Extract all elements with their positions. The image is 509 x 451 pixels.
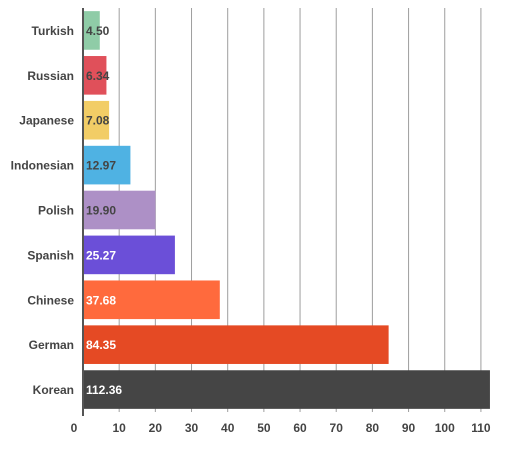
value-label: 25.27	[86, 248, 116, 262]
x-tick-label: 40	[221, 421, 235, 435]
value-label: 37.68	[86, 293, 116, 307]
bar-indonesian	[83, 145, 131, 185]
grid-lines	[118, 8, 482, 412]
category-label: Korean	[33, 383, 74, 397]
bar-turkish	[83, 11, 100, 50]
bar-spanish	[83, 235, 175, 275]
value-label: 112.36	[86, 383, 122, 397]
value-label: 19.90	[86, 204, 116, 218]
category-label: German	[29, 338, 74, 352]
value-labels: 4.50 6.34 7.08 12.97 19.90 25.27 37.68 84.35 112…	[86, 24, 122, 397]
category-label: Chinese	[27, 293, 74, 307]
x-tick-label: 0	[71, 421, 78, 435]
category-label: Polish	[38, 204, 74, 218]
value-label: 7.08	[86, 114, 110, 128]
x-tick-label: 50	[257, 421, 271, 435]
category-label: Spanish	[27, 248, 74, 262]
bar-korean	[83, 370, 490, 409]
x-tick-label: 30	[185, 421, 199, 435]
x-tick-label: 10	[112, 421, 126, 435]
category-label: Japanese	[19, 114, 74, 128]
x-tick-label: 20	[149, 421, 163, 435]
value-label: 6.34	[86, 69, 110, 83]
value-label: 12.97	[86, 159, 116, 173]
value-label: 4.50	[86, 24, 110, 38]
x-tick-label: 70	[330, 421, 344, 435]
bar-polish	[83, 190, 156, 230]
bars	[83, 11, 490, 409]
bar-german	[83, 325, 389, 364]
x-axis-ticks: 0 10 20 30 40 50 60 70 80 90 100 110	[71, 421, 491, 435]
category-labels: Turkish Russian Japanese Indonesian Polish Sp…	[11, 24, 75, 397]
category-label: Turkish	[32, 24, 74, 38]
x-tick-label: 60	[293, 421, 307, 435]
x-tick-label: 80	[366, 421, 380, 435]
x-tick-label: 110	[471, 421, 491, 435]
bar-japanese	[83, 100, 110, 140]
category-label: Russian	[27, 69, 74, 83]
x-tick-label: 100	[435, 421, 455, 435]
x-tick-label: 90	[402, 421, 416, 435]
category-label: Indonesian	[11, 159, 74, 173]
value-label: 84.35	[86, 338, 116, 352]
bar-russian	[83, 56, 107, 95]
bar-chinese	[83, 280, 220, 320]
